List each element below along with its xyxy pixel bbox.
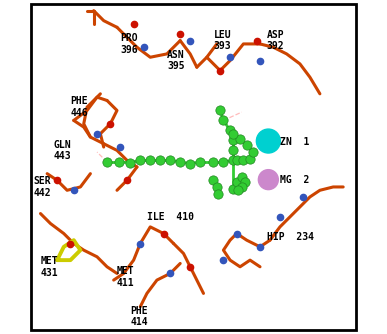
- Point: [104, 159, 110, 165]
- Point: [217, 108, 223, 113]
- Point: [197, 159, 203, 165]
- Text: MG  2: MG 2: [280, 175, 309, 185]
- Text: SER
442: SER 442: [34, 176, 51, 198]
- Point: [147, 158, 153, 163]
- Point: [214, 184, 220, 190]
- Point: [211, 159, 217, 165]
- Point: [137, 158, 143, 163]
- Circle shape: [256, 129, 280, 153]
- Text: ASN
395: ASN 395: [167, 50, 185, 71]
- Text: ASP
392: ASP 392: [267, 30, 284, 51]
- Text: PHE
446: PHE 446: [70, 96, 88, 118]
- Point: [235, 188, 241, 193]
- Point: [211, 178, 217, 183]
- Point: [116, 159, 122, 165]
- Text: ILE  410: ILE 410: [147, 212, 194, 222]
- Text: GLN
443: GLN 443: [54, 140, 72, 161]
- Text: LEU
393: LEU 393: [214, 30, 231, 51]
- Point: [239, 184, 245, 190]
- Point: [177, 159, 183, 165]
- Point: [167, 158, 173, 163]
- Text: MET
411: MET 411: [117, 266, 135, 288]
- Point: [215, 191, 221, 196]
- Point: [244, 143, 250, 148]
- Point: [230, 186, 236, 191]
- Text: HIP  234: HIP 234: [267, 232, 314, 242]
- Point: [230, 148, 236, 153]
- Circle shape: [259, 170, 278, 190]
- Point: [220, 118, 226, 123]
- Text: PHE
414: PHE 414: [130, 306, 148, 327]
- Point: [237, 136, 243, 141]
- Point: [230, 158, 236, 163]
- Text: PRO
396: PRO 396: [120, 33, 138, 55]
- Point: [240, 158, 247, 163]
- Point: [239, 174, 245, 180]
- Point: [250, 149, 257, 155]
- Point: [187, 161, 193, 166]
- Point: [234, 158, 240, 163]
- Point: [227, 128, 233, 133]
- Point: [247, 156, 253, 161]
- Point: [234, 179, 240, 185]
- Point: [220, 159, 226, 165]
- Point: [157, 158, 163, 163]
- Text: MET
431: MET 431: [41, 256, 58, 278]
- Text: ZN  1: ZN 1: [280, 137, 309, 147]
- Point: [127, 160, 134, 165]
- Point: [230, 131, 236, 136]
- Point: [230, 138, 236, 143]
- Point: [242, 179, 248, 185]
